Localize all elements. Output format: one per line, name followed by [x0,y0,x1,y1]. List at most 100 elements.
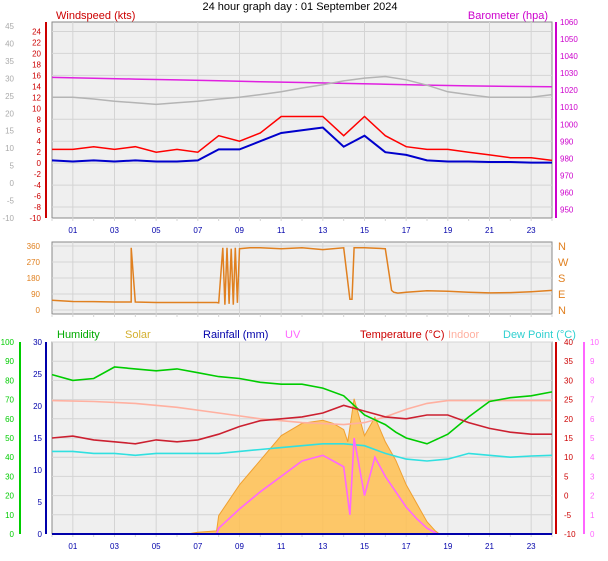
uv-tick-label: 0 [590,530,595,539]
gray-line [52,75,553,106]
windspeed-tick-label: 12 [32,93,41,102]
temperature-tick-label: -5 [564,511,572,520]
rain-tick-label: 5 [38,498,43,507]
hour-tick-label: 17 [402,542,411,551]
legend-entry-rainfall-mm: Rainfall (mm) [203,329,268,341]
uv-line [52,437,552,535]
hour-tick-label: 23 [527,226,536,235]
windspeed-tick-label: 24 [32,27,41,36]
uv-tick-label: 6 [590,415,595,424]
hour-tick-label: 11 [277,226,286,235]
avg-line [51,126,552,164]
rain-tick-label: 25 [33,370,42,379]
gust-outer-tick-label: 5 [10,162,15,171]
temperature-tick-label: 15 [564,434,573,443]
hour-tick-label: 15 [360,542,369,551]
barometer-tick-label: 960 [560,188,574,197]
legend-entry-dew-point-c: Dew Point (°C) [503,329,576,341]
windspeed-tick-label: 6 [37,126,42,135]
barometer-axis-label: Barometer (hpa) [468,10,548,22]
humidity-tick-label: 30 [5,472,14,481]
wind-barometer-panel: 242220181614121086420-2-4-6-8-1045403530… [2,10,578,235]
indoor-line [51,399,552,426]
legend-entry-solar: Solar [125,329,151,341]
uv-tick-label: 9 [590,357,595,366]
gust-line [52,115,553,162]
windspeed-tick-label: 20 [32,49,41,58]
hour-tick-label: 09 [235,542,244,551]
gust-outer-tick-label: 35 [5,57,14,66]
humidity-tick-label: 0 [10,530,15,539]
rain-tick-label: 20 [33,402,42,411]
weather-panel: 1009080706050403020100302520151050403530… [1,329,600,551]
hour-tick-label: 15 [360,226,369,235]
humidity-tick-label: 80 [5,376,14,385]
hour-tick-label: 03 [110,226,119,235]
barometer-tick-label: 1060 [560,18,578,27]
temperature-tick-label: 25 [564,396,573,405]
barometer-tick-label: 1010 [560,103,578,112]
wind-grid [51,22,553,221]
hour-tick-label: 13 [318,542,327,551]
barometer-tick-label: 1000 [560,120,578,129]
weather-legend: Humidity Solar Rainfall (mm) UV Temperature … [57,329,576,341]
gust-outer-tick-label: -10 [2,214,14,223]
compass-letter-label: W [558,257,569,269]
humidity-tick-label: 40 [5,453,14,462]
humidity-tick-label: 20 [5,492,14,501]
baro-line [51,76,553,88]
uv-tick-label: 7 [590,396,595,405]
barometer-tick-label: 950 [560,205,574,214]
hour-tick-label: 19 [443,226,452,235]
temperature-tick-label: -10 [564,530,576,539]
windspeed-tick-label: 14 [32,82,41,91]
rain-tick-label: 30 [33,338,42,347]
hour-tick-label: 07 [193,226,202,235]
uv-tick-label: 4 [590,453,595,462]
humidity-tick-label: 70 [5,396,14,405]
gust-outer-tick-label: 15 [5,127,14,136]
dewpoint-line [52,443,553,462]
direction-tick-label: 90 [31,290,40,299]
humidity-tick-label: 90 [5,357,14,366]
legend-entry-humidity: Humidity [57,329,100,341]
windspeed-tick-label: -10 [29,214,41,223]
hour-tick-label: 09 [235,226,244,235]
humidity-tick-label: 100 [1,338,15,347]
barometer-tick-label: 990 [560,137,574,146]
windspeed-tick-label: 22 [32,38,41,47]
windspeed-tick-label: -6 [34,192,42,201]
direction-tick-label: 270 [27,258,41,267]
uv-tick-label: 2 [590,492,595,501]
gust-outer-tick-label: 25 [5,92,14,101]
windspeed-tick-label: 4 [37,137,42,146]
hour-tick-label: 07 [193,542,202,551]
windspeed-tick-label: 2 [37,148,42,157]
hour-tick-label: 01 [68,226,77,235]
temperature-tick-label: 0 [564,492,569,501]
barometer-tick-label: 1020 [560,86,578,95]
humidity-tick-label: 60 [5,415,14,424]
hour-tick-label: 05 [152,226,161,235]
humidity-tick-label: 10 [5,511,14,520]
temperature-tick-label: 35 [564,357,573,366]
gust-outer-tick-label: 0 [10,179,15,188]
wind-plot-area [51,21,553,219]
compass-letter-label: N [558,241,566,253]
wind-axis-ticks: 242220181614121086420-2-4-6-8-1045403530… [2,18,578,235]
hour-tick-label: 21 [485,226,494,235]
direction-series [51,246,553,305]
humidity-tick-label: 50 [5,434,14,443]
compass-letter-label: E [558,289,565,301]
barometer-tick-label: 1050 [560,35,578,44]
hour-tick-label: 19 [443,542,452,551]
hour-tick-label: 13 [318,226,327,235]
temperature-tick-label: 30 [564,376,573,385]
hour-tick-label: 21 [485,542,494,551]
windspeed-tick-label: -8 [34,203,42,212]
gust-outer-tick-label: 45 [5,22,14,31]
windspeed-tick-label: -2 [34,170,42,179]
solar-area [52,398,552,535]
